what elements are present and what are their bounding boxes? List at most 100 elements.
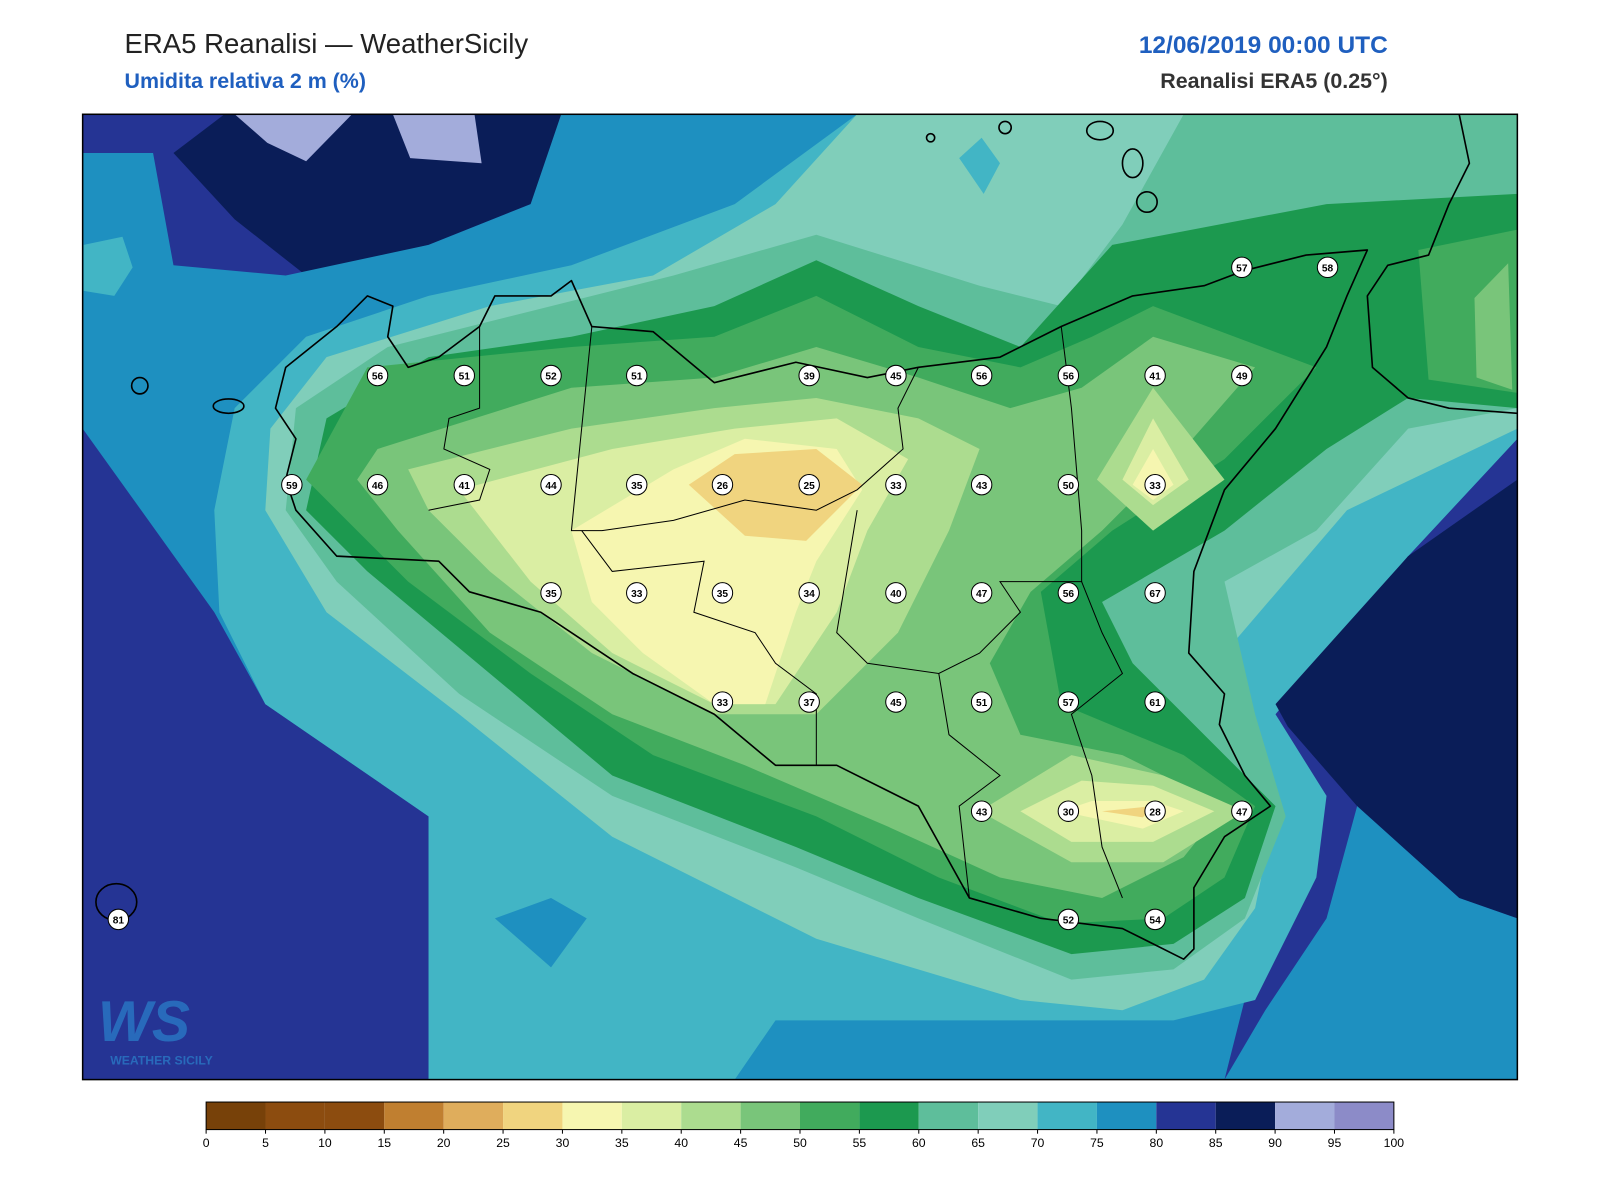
station-value: 56 [976, 372, 988, 383]
station-value: 49 [1236, 372, 1248, 383]
station-marker [1316, 256, 1339, 279]
colorbar-bin [265, 1102, 325, 1130]
station-marker [1144, 473, 1166, 496]
colorbar-bin [681, 1102, 741, 1130]
contour-fill [1474, 263, 1513, 390]
station-marker [1057, 908, 1080, 931]
station-value: 47 [1236, 807, 1248, 818]
province-border [836, 326, 1083, 674]
station-value: 39 [804, 372, 816, 383]
station-value: 45 [890, 698, 902, 709]
station-marker [453, 473, 475, 496]
colorbar-label: 65 [971, 1136, 985, 1150]
colorbar-label: 100 [1384, 1136, 1405, 1150]
station-marker [366, 473, 389, 496]
station-value: 35 [545, 589, 557, 600]
station-value: 61 [1149, 698, 1161, 709]
island [1121, 148, 1144, 179]
province-border [1070, 581, 1124, 899]
station-marker [798, 364, 820, 387]
station-marker [1144, 691, 1166, 713]
station-value: 40 [890, 589, 902, 600]
station-marker [1057, 800, 1080, 822]
station-value: 43 [976, 807, 988, 818]
colorbar-bin [1037, 1102, 1097, 1130]
logo-name: WEATHER SICILY [110, 1053, 213, 1067]
station-marker [1231, 256, 1253, 279]
calabria-coastline [1366, 114, 1518, 415]
island [1085, 120, 1115, 141]
colorbar-bin [621, 1102, 682, 1130]
station-value: 58 [1322, 263, 1334, 274]
station-marker [107, 908, 130, 931]
contour-fill [688, 448, 863, 541]
station-value: 51 [631, 372, 643, 383]
station-marker [366, 364, 389, 387]
source: Reanalisi ERA5 (0.25°) [1160, 69, 1387, 93]
station-value: 46 [372, 481, 384, 492]
island [212, 398, 245, 415]
island [130, 376, 149, 395]
colorbar-bin [859, 1102, 919, 1130]
valid-time: 12/06/2019 00:00 UTC [1139, 32, 1388, 59]
station-value: 56 [1063, 589, 1075, 600]
station-marker [798, 582, 820, 604]
station-value: 52 [1063, 915, 1075, 926]
colorbar-bin [740, 1102, 800, 1130]
station-value: 37 [804, 698, 816, 709]
colorbar-bin [503, 1102, 563, 1130]
colorbar-label: 15 [377, 1136, 391, 1150]
map-frame [81, 113, 1519, 1081]
station-value: 41 [459, 481, 471, 492]
station-value: 35 [717, 589, 729, 600]
station-value: 34 [804, 589, 816, 600]
station-marker [1057, 473, 1080, 496]
station-value: 26 [717, 481, 729, 492]
station-value: 57 [1063, 698, 1075, 709]
station-marker [1144, 364, 1166, 387]
logo: WS WEATHER SICILY [98, 990, 213, 1067]
station-marker [540, 473, 562, 496]
contour-fill [392, 114, 482, 164]
colorbar-label: 90 [1268, 1136, 1282, 1150]
station-value: 33 [890, 481, 902, 492]
colorbar-label: 30 [556, 1136, 570, 1150]
station-value: 43 [976, 481, 988, 492]
contour-fill [83, 236, 133, 296]
province-border [581, 530, 817, 766]
colorbar: 0 5 10 15 20 25 30 35 40 45 50 55 60 65 70 75 80 85 90 95 10… [203, 1101, 1405, 1150]
colorbar-label: 5 [262, 1136, 269, 1150]
colorbar-bin [1156, 1102, 1216, 1130]
logo-mark: WS [98, 990, 190, 1054]
province-border [428, 326, 491, 511]
station-marker [1144, 908, 1166, 931]
station-value: 81 [113, 915, 125, 926]
colorbar-label: 60 [912, 1136, 926, 1150]
station-marker [540, 582, 562, 604]
station-marker [281, 473, 303, 496]
station-marker [970, 582, 993, 604]
station-marker [1144, 800, 1166, 822]
station-value: 25 [804, 481, 816, 492]
station-marker [970, 800, 993, 822]
station-marker [885, 691, 907, 713]
contour-fill [1102, 806, 1154, 818]
station-marker [1057, 691, 1080, 713]
contour-fill [234, 114, 353, 162]
station-value: 33 [631, 589, 643, 600]
colorbar-label: 20 [437, 1136, 451, 1150]
stations: 57 58 56 51 52 51 39 45 56 56 41 49 59 46 41 44 35 26 25 33… [107, 256, 1339, 931]
colorbar-label: 35 [615, 1136, 629, 1150]
colorbar-label: 50 [793, 1136, 807, 1150]
colorbar-label: 0 [203, 1136, 210, 1150]
island [998, 120, 1013, 135]
station-marker [626, 364, 648, 387]
station-value: 59 [286, 481, 298, 492]
colorbar-bin [206, 1102, 266, 1130]
province-border [570, 326, 919, 532]
colorbar-label: 75 [1090, 1136, 1104, 1150]
station-marker [626, 582, 648, 604]
station-marker [885, 473, 907, 496]
station-value: 28 [1149, 807, 1161, 818]
